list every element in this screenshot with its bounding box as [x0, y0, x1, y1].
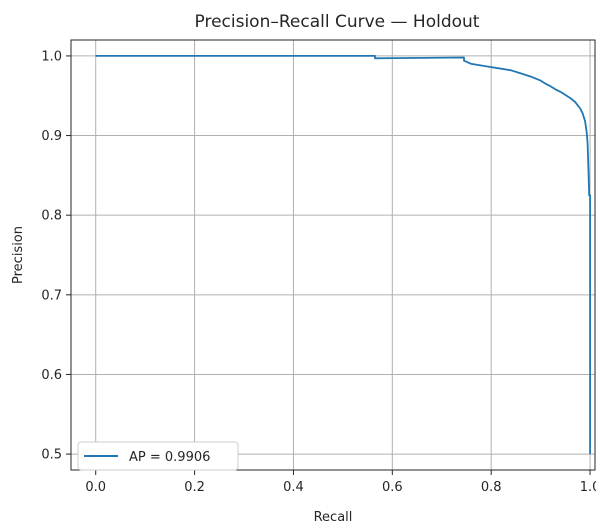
x-tick-label: 0.4 [283, 480, 304, 495]
plot-area [95, 55, 591, 455]
x-tick-label: 0.8 [481, 480, 502, 495]
x-tick-label: 0.2 [184, 480, 205, 495]
chart-title: Precision–Recall Curve — Holdout [195, 12, 480, 32]
pr-curve-line [95, 55, 591, 455]
legend-box [77, 441, 239, 471]
grid [71, 40, 595, 470]
y-tick-label: 1.0 [41, 49, 62, 64]
y-tick-label: 0.7 [41, 288, 62, 303]
x-tick-label: 0.0 [85, 480, 106, 495]
y-tick-label: 0.9 [41, 129, 62, 144]
x-tick-label: 1.0 [580, 480, 596, 495]
y-tick-label: 0.8 [41, 209, 62, 224]
y-axis-label: Precision [11, 226, 26, 284]
x-axis-label: Recall [314, 510, 353, 525]
y-tick-label: 0.6 [41, 368, 62, 383]
legend: AP = 0.9906 [77, 441, 239, 471]
x-tick-label: 0.6 [382, 480, 403, 495]
y-tick-label: 0.5 [41, 448, 62, 463]
ticks: 0.0 0.2 0.4 0.6 0.8 1.0 0.5 0.6 0.7 0.8 0.9 1.0 [41, 49, 596, 495]
legend-label: AP = 0.9906 [129, 450, 210, 465]
axes-frame [70, 39, 596, 471]
